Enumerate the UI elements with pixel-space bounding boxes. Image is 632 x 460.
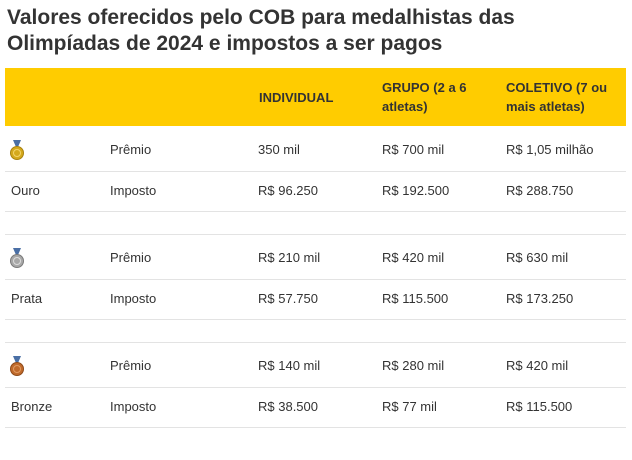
cell-grupo: R$ 420 mil [382,250,445,265]
table-row-prata-premio: Prêmio R$ 210 mil R$ 420 mil R$ 630 mil [5,236,626,280]
cell-coletivo: R$ 173.250 [506,291,574,306]
table-row-ouro-premio: Prêmio 350 mil R$ 700 mil R$ 1,05 milhão [5,128,626,172]
cell-individual: R$ 96.250 [258,183,318,198]
cell-coletivo: R$ 115.500 [506,399,573,414]
row-spacer [5,212,626,235]
table-row-bronze-imposto: Bronze Imposto R$ 38.500 R$ 77 mil R$ 11… [5,388,626,428]
cell-grupo: R$ 700 mil [382,142,445,157]
header-grupo: GRUPO (2 a 6 atletas) [382,80,467,114]
row-label: Prêmio [110,250,152,265]
cell-individual: R$ 140 mil [258,358,321,373]
cell-coletivo: R$ 1,05 milhão [506,142,594,157]
table-row-ouro-imposto: Ouro Imposto R$ 96.250 R$ 192.500 R$ 288… [5,172,626,212]
cell-individual: R$ 57.750 [258,291,318,306]
bronze-medal-icon [10,356,24,376]
row-label: Prêmio [110,142,152,157]
row-spacer [5,320,626,343]
medal-name: Ouro [11,183,40,198]
silver-medal-icon [10,248,24,268]
cell-coletivo: R$ 420 mil [506,358,569,373]
header-coletivo: COLETIVO (7 ou mais atletas) [506,80,608,114]
row-label: Imposto [110,183,157,198]
row-label: Imposto [110,291,157,306]
table-row-bronze-premio: Prêmio R$ 140 mil R$ 280 mil R$ 420 mil [5,344,626,388]
medal-name: Prata [11,291,43,306]
cell-coletivo: R$ 630 mil [506,250,569,265]
cell-individual: R$ 210 mil [258,250,321,265]
cell-coletivo: R$ 288.750 [506,183,574,198]
page-title: Valores oferecidos pelo COB para medalhi… [7,6,515,55]
cell-grupo: R$ 115.500 [382,291,449,306]
cell-individual: 350 mil [258,142,300,157]
table-row-prata-imposto: Prata Imposto R$ 57.750 R$ 115.500 R$ 17… [5,280,626,320]
cell-grupo: R$ 192.500 [382,183,450,198]
cell-grupo: R$ 77 mil [382,399,437,414]
row-label: Prêmio [110,358,152,373]
table-header: INDIVIDUAL GRUPO (2 a 6 atletas) COLETIV… [5,68,626,126]
cell-grupo: R$ 280 mil [382,358,445,373]
header-individual: INDIVIDUAL [259,90,334,105]
cell-individual: R$ 38.500 [258,399,318,414]
row-label: Imposto [110,399,157,414]
medal-name: Bronze [11,399,53,414]
gold-medal-icon [10,140,24,160]
